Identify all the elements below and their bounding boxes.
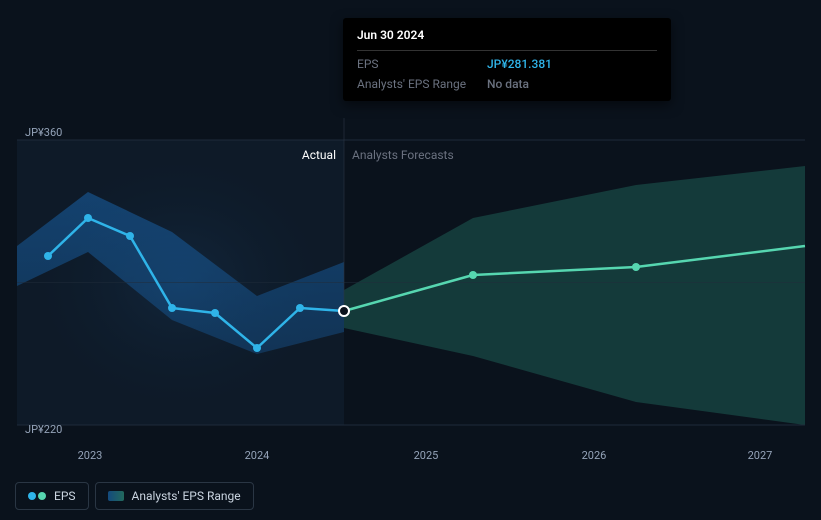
chart-legend: EPS Analysts' EPS Range	[15, 482, 254, 510]
legend-item[interactable]: Analysts' EPS Range	[95, 482, 254, 510]
tooltip-row: Analysts' EPS RangeNo data	[357, 71, 657, 91]
tooltip-row-value: JP¥281.381	[487, 57, 552, 71]
legend-label: Analysts' EPS Range	[132, 489, 241, 503]
legend-item[interactable]: EPS	[15, 482, 89, 510]
tooltip-row-value: No data	[487, 77, 529, 91]
y-axis-bottom-label: JP¥220	[25, 423, 62, 436]
tooltip-row: EPSJP¥281.381	[357, 51, 657, 71]
tooltip-row-label: Analysts' EPS Range	[357, 77, 487, 91]
legend-label: EPS	[54, 489, 76, 503]
legend-swatch	[108, 491, 124, 501]
region-label-forecast: Analysts Forecasts	[352, 148, 454, 162]
svg-text:2027: 2027	[748, 449, 773, 462]
tooltip-row-label: EPS	[357, 57, 487, 71]
y-axis-top-label: JP¥360	[25, 126, 62, 139]
legend-swatch	[28, 492, 46, 500]
tooltip-date: Jun 30 2024	[357, 28, 657, 51]
svg-text:2026: 2026	[582, 449, 607, 462]
svg-text:2024: 2024	[245, 449, 270, 462]
chart-tooltip: Jun 30 2024 EPSJP¥281.381Analysts' EPS R…	[343, 18, 671, 101]
region-label-actual: Actual	[302, 148, 336, 162]
svg-text:2025: 2025	[414, 449, 439, 462]
svg-text:2023: 2023	[78, 449, 103, 462]
